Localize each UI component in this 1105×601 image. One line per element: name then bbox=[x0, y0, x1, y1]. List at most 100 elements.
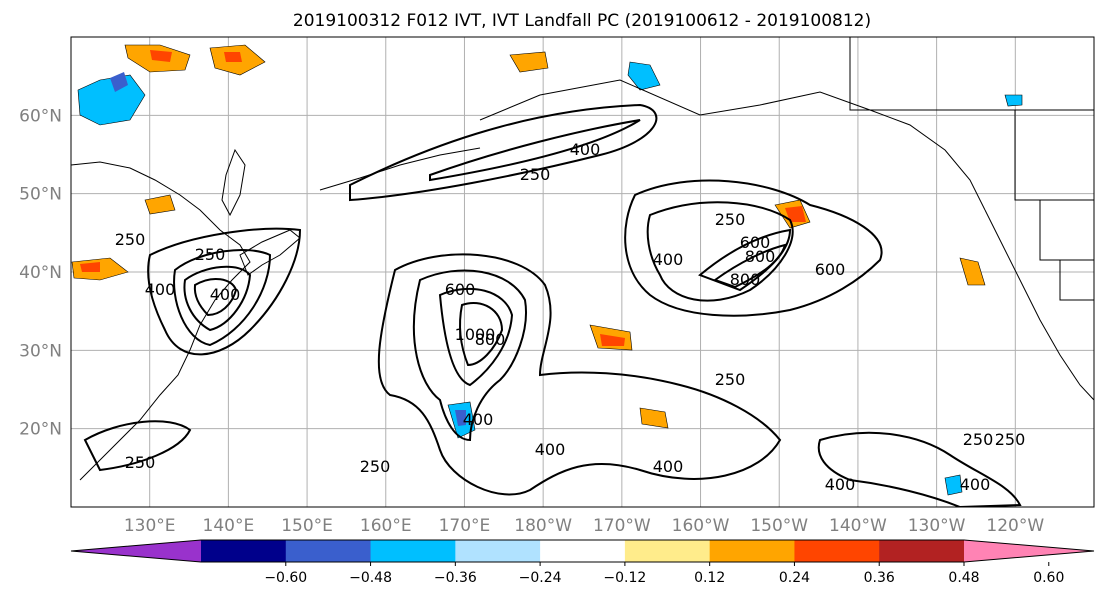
contour-japan-250 bbox=[147, 227, 302, 356]
contour-label: 600 bbox=[445, 280, 476, 299]
contour-label: 400 bbox=[145, 280, 176, 299]
lat-tick-label: 50°N bbox=[19, 185, 62, 205]
colorbar-segment bbox=[201, 540, 287, 562]
contour-southwest-250 bbox=[83, 420, 192, 472]
contour-label: 600 bbox=[740, 233, 771, 252]
contour-southeast-250 bbox=[817, 431, 1022, 507]
contour-label: 400 bbox=[463, 410, 494, 429]
contour-central-600 bbox=[438, 287, 514, 387]
map-frame bbox=[70, 36, 1095, 508]
colorbar-segment bbox=[709, 540, 795, 562]
contour-label: 800 bbox=[730, 270, 761, 289]
contour-label: 1000 bbox=[455, 325, 496, 344]
colorbar-tick-label: 0.36 bbox=[864, 570, 895, 586]
contour-label: 400 bbox=[653, 457, 684, 476]
contour-label: 400 bbox=[570, 140, 601, 159]
lon-tick-label: 140°E bbox=[203, 516, 255, 536]
contour-label: 250 bbox=[115, 230, 146, 249]
contour-ne-800 bbox=[712, 243, 787, 289]
coastlines bbox=[71, 37, 1094, 481]
purple-patch-northwest bbox=[110, 72, 128, 92]
red-patch-japan bbox=[80, 262, 100, 272]
map-panel: 2502502502502502502504004004004004004004… bbox=[70, 36, 1095, 508]
contour-japan-800 bbox=[193, 278, 238, 317]
blue-patch-northwest bbox=[77, 74, 146, 126]
lon-tick-label: 170°E bbox=[439, 516, 491, 536]
contour-label: 800 bbox=[475, 330, 506, 349]
contour-label: 250 bbox=[995, 430, 1026, 449]
japan-coast bbox=[239, 229, 301, 276]
alaska-coast bbox=[479, 79, 986, 211]
contour-label: 250 bbox=[520, 165, 551, 184]
lat-tick-label: 30°N bbox=[19, 341, 62, 361]
colorbar: −0.60 −0.48 −0.36 −0.24 −0.12 0.12 0.24 0.36 0.4… bbox=[70, 539, 1095, 586]
colorbar-segment bbox=[794, 540, 880, 562]
colorbar-tick-label: 0.12 bbox=[694, 570, 725, 586]
contour-labels: 2502502502502502502504004004004004004004… bbox=[115, 140, 1026, 494]
contour-label: 250 bbox=[195, 245, 226, 264]
contour-aleutian-400 bbox=[429, 119, 641, 182]
colorbar-tick-label: 0.60 bbox=[1033, 570, 1064, 586]
lon-tick-label: 130°E bbox=[124, 516, 176, 536]
contour-ne-250 bbox=[624, 179, 883, 317]
us-state-borders bbox=[1039, 200, 1094, 301]
canada-border2 bbox=[1014, 110, 1094, 201]
aleutian-arc bbox=[319, 147, 481, 191]
blue-patch-north2 bbox=[627, 61, 661, 91]
lon-tick-label: 170°W bbox=[593, 516, 651, 536]
colorbar-tick-label: −0.48 bbox=[349, 570, 392, 586]
contour-label: 400 bbox=[960, 475, 991, 494]
longitude-labels: 130°E 140°E 150°E 160°E 170°E 180°W 170°W 160°W… bbox=[124, 516, 1045, 536]
lon-tick-label: 120°W bbox=[986, 516, 1044, 536]
colorbar-tick-label: −0.60 bbox=[264, 570, 307, 586]
contour-central-250 bbox=[377, 253, 782, 496]
contour-label: 250 bbox=[125, 453, 156, 472]
colorbar-tick-label: 0.24 bbox=[779, 570, 810, 586]
ivt-contours bbox=[83, 103, 1022, 507]
contour-central-800 bbox=[459, 302, 504, 367]
contour-label: 250 bbox=[715, 370, 746, 389]
lon-tick-label: 150°E bbox=[281, 516, 333, 536]
colorbar-tick-label: 0.48 bbox=[948, 570, 979, 586]
colorbar-tick-label: −0.12 bbox=[603, 570, 646, 586]
contour-label: 250 bbox=[715, 210, 746, 229]
colorbar-tick-label: −0.24 bbox=[519, 570, 562, 586]
contour-central-400 bbox=[412, 269, 527, 442]
pc-shading bbox=[71, 44, 1023, 496]
red-patch-north bbox=[150, 50, 172, 62]
colorbar-extend-max bbox=[964, 540, 1094, 562]
lat-tick-label: 60°N bbox=[19, 106, 62, 126]
map-title: 2019100312 F012 IVT, IVT Landfall PC (20… bbox=[293, 11, 871, 31]
lat-tick-label: 40°N bbox=[19, 263, 62, 283]
colorbar-segment bbox=[370, 540, 456, 562]
contour-label: 250 bbox=[963, 430, 994, 449]
red-patch-north2 bbox=[224, 52, 242, 62]
colorbar-extend-min bbox=[71, 540, 201, 562]
colorbar-segment bbox=[285, 540, 372, 562]
purple-patch-subtropic bbox=[455, 410, 466, 426]
lon-tick-label: 160°W bbox=[672, 516, 730, 536]
kamchatka-coast bbox=[221, 148, 246, 217]
orange-patch-lab bbox=[509, 51, 549, 73]
lat-tick-label: 20°N bbox=[19, 420, 62, 440]
red-patch-ne bbox=[785, 206, 806, 222]
orange-patch-kamchatka bbox=[144, 194, 176, 215]
lon-tick-label: 180°W bbox=[514, 516, 572, 536]
lon-tick-label: 160°E bbox=[360, 516, 412, 536]
contour-label: 400 bbox=[535, 440, 566, 459]
contour-label: 600 bbox=[815, 260, 846, 279]
contour-japan-400 bbox=[173, 249, 272, 347]
contour-label: 400 bbox=[653, 250, 684, 269]
colorbar-segment bbox=[624, 540, 711, 562]
asia-coast bbox=[71, 161, 251, 481]
colorbar-tick-label: −0.36 bbox=[434, 570, 477, 586]
contour-ne-600 bbox=[698, 228, 792, 292]
orange-patch-south bbox=[639, 407, 669, 429]
contour-label: 800 bbox=[745, 247, 776, 266]
contour-label: 400 bbox=[825, 475, 856, 494]
contour-label: 250 bbox=[360, 457, 391, 476]
lon-tick-label: 140°W bbox=[829, 516, 887, 536]
canada-border bbox=[849, 37, 1094, 111]
lon-tick-label: 130°W bbox=[908, 516, 966, 536]
